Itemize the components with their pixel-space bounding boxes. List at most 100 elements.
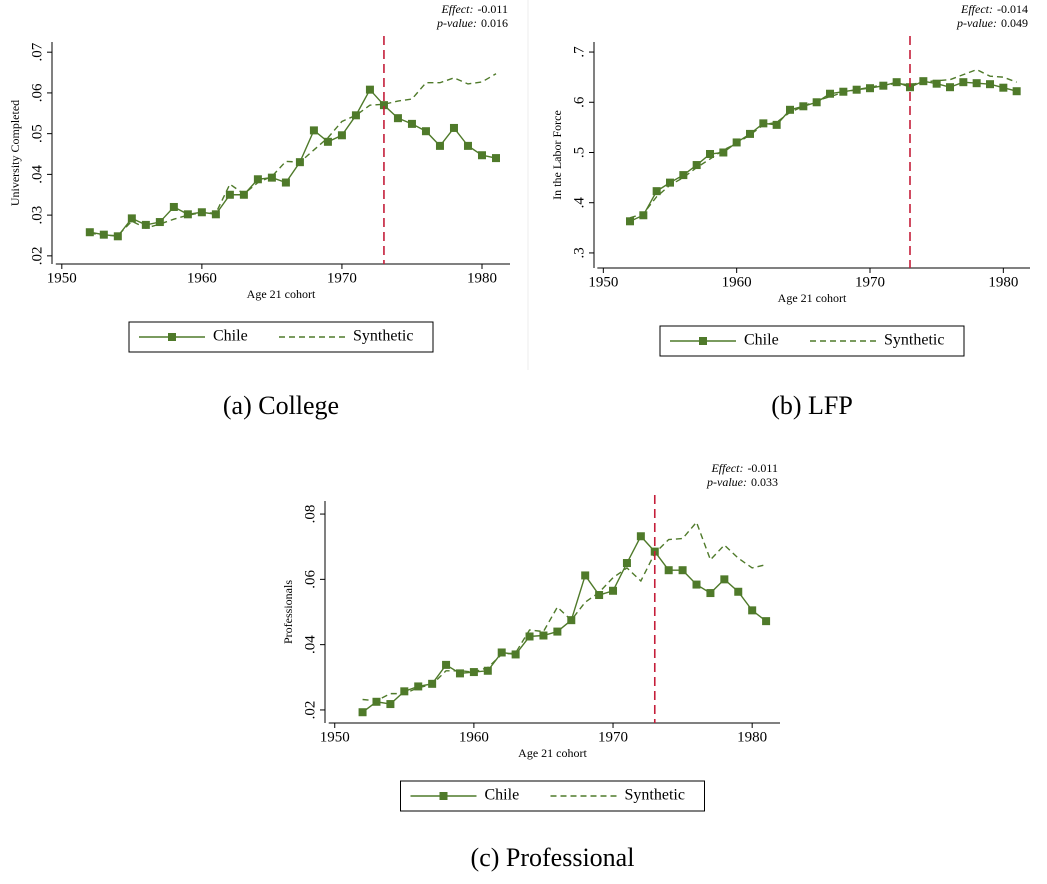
data-point xyxy=(99,230,108,239)
pvalue-label: p-value: xyxy=(436,16,477,30)
data-point xyxy=(906,83,914,92)
data-point xyxy=(414,682,423,691)
x-tick-label: 1950 xyxy=(47,270,77,286)
legend-label: Chile xyxy=(213,328,248,345)
data-point xyxy=(581,571,590,580)
y-tick-label: .5 xyxy=(571,147,587,158)
data-point xyxy=(85,228,94,237)
data-point xyxy=(435,141,444,150)
panel-caption: (b) LFP xyxy=(771,391,853,420)
data-point xyxy=(734,587,743,596)
panel-caption: (c) Professional xyxy=(471,843,635,872)
y-tick-label: .06 xyxy=(302,569,318,588)
data-point xyxy=(706,149,714,158)
data-point xyxy=(442,660,451,669)
data-point xyxy=(732,138,741,147)
data-point xyxy=(652,187,661,196)
data-point xyxy=(372,697,381,706)
effect-annotation: Effect: -0.011 xyxy=(440,2,508,16)
data-point xyxy=(358,708,367,717)
data-point xyxy=(141,220,150,229)
data-point xyxy=(1012,87,1021,96)
x-tick-label: 1980 xyxy=(988,274,1018,290)
pvalue-value: 0.033 xyxy=(751,475,778,489)
x-axis-title: Age 21 cohort xyxy=(247,287,316,301)
x-axis-title: Age 21 cohort xyxy=(518,746,587,760)
data-point xyxy=(762,617,771,626)
legend-label: Synthetic xyxy=(884,332,944,349)
data-point xyxy=(812,98,821,107)
data-point xyxy=(567,616,576,625)
data-point xyxy=(692,161,701,170)
data-point xyxy=(959,78,968,87)
y-tick-label: .06 xyxy=(29,83,45,102)
data-point xyxy=(664,566,673,575)
legend-box xyxy=(659,325,965,357)
data-point xyxy=(826,89,834,98)
data-point xyxy=(879,81,888,90)
pvalue-annotation: p-value: 0.016 xyxy=(436,16,508,30)
pvalue-value: 0.049 xyxy=(1001,16,1028,30)
data-point xyxy=(483,666,492,675)
y-tick-label: .4 xyxy=(571,197,587,209)
data-point xyxy=(183,210,192,219)
y-tick-label: .03 xyxy=(29,206,45,225)
x-tick-label: 1960 xyxy=(722,274,752,290)
data-point xyxy=(786,105,794,114)
data-point xyxy=(919,77,928,86)
data-point xyxy=(407,119,416,128)
y-tick-label: .6 xyxy=(571,96,587,108)
series-line xyxy=(362,520,767,702)
data-point xyxy=(309,126,318,135)
pvalue-annotation: p-value: 0.033 xyxy=(706,475,778,489)
data-point xyxy=(337,131,346,140)
effect-label: Effect: xyxy=(440,2,473,16)
effect-value: -0.011 xyxy=(477,2,508,16)
legend-marker xyxy=(168,333,176,341)
data-point xyxy=(679,171,688,180)
data-point xyxy=(281,178,290,187)
y-tick-label: .02 xyxy=(29,246,45,265)
data-point xyxy=(421,127,430,136)
data-point xyxy=(455,669,464,678)
data-point xyxy=(892,78,901,87)
data-point xyxy=(525,632,534,641)
x-tick-label: 1950 xyxy=(320,729,350,745)
data-point xyxy=(497,648,506,657)
data-point xyxy=(463,141,472,150)
data-point xyxy=(972,79,981,88)
data-point xyxy=(932,79,941,88)
effect-value: -0.014 xyxy=(997,2,1028,16)
data-point xyxy=(946,83,954,92)
y-tick-label: .04 xyxy=(302,635,318,654)
data-point xyxy=(609,586,618,595)
data-point xyxy=(393,114,402,123)
y-tick-label: .02 xyxy=(302,701,318,720)
series-line xyxy=(629,80,1017,222)
data-point xyxy=(746,129,754,138)
y-axis-title: Professionals xyxy=(281,580,295,644)
x-tick-label: 1960 xyxy=(459,729,489,745)
y-tick-label: .08 xyxy=(302,505,318,524)
data-point xyxy=(225,190,234,199)
data-point xyxy=(719,148,728,157)
data-point xyxy=(379,101,388,110)
x-tick-label: 1970 xyxy=(598,729,628,745)
legend-label: Synthetic xyxy=(625,787,685,804)
effect-annotation: Effect: -0.014 xyxy=(960,2,1028,16)
data-point xyxy=(626,217,634,226)
y-axis-title: University Completed xyxy=(8,100,22,206)
data-point xyxy=(799,102,808,111)
effect-value: -0.011 xyxy=(747,461,778,475)
y-tick-label: .7 xyxy=(571,46,587,58)
series-line xyxy=(362,535,767,713)
legend-label: Chile xyxy=(744,332,779,349)
data-point xyxy=(639,211,648,220)
x-tick-label: 1950 xyxy=(588,274,618,290)
x-tick-label: 1980 xyxy=(467,270,497,286)
data-point xyxy=(595,591,604,600)
data-point xyxy=(636,532,645,541)
data-point xyxy=(400,687,409,696)
legend-label: Chile xyxy=(485,787,520,804)
